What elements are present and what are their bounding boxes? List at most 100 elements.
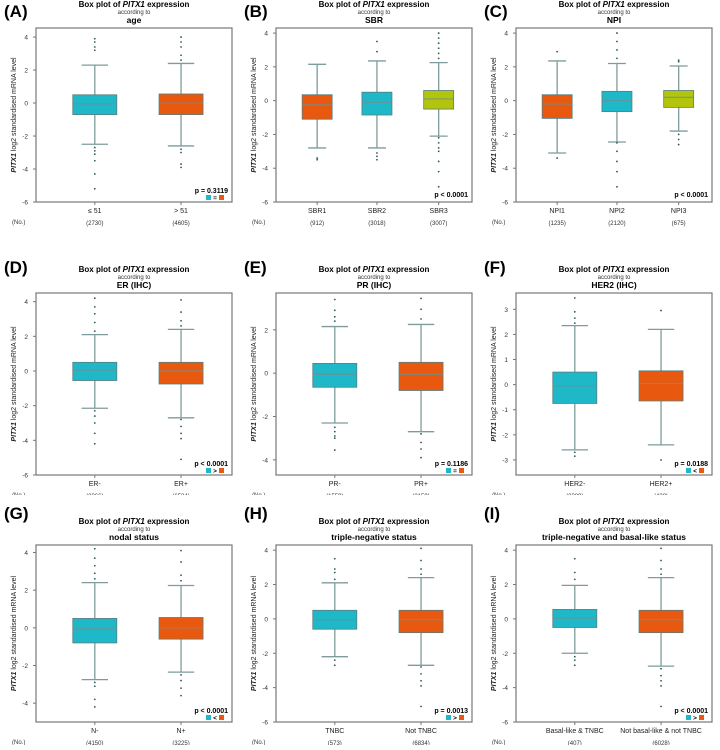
- x-tick-label: Not basal-like & not TNBC: [620, 728, 702, 735]
- outlier-point: [93, 153, 96, 156]
- panel-b: (B) Box plot of PITX1 expression according…: [240, 0, 480, 255]
- y-axis-label: PITX1 log2 standardised mRNA level: [491, 326, 498, 442]
- title-prefix: Box plot of: [559, 517, 603, 526]
- outlier-point: [180, 687, 182, 690]
- outlier-point: [420, 672, 422, 675]
- box: [312, 363, 358, 388]
- outlier-point: [573, 655, 576, 658]
- outlier-point: [93, 681, 96, 684]
- group-count: (2730): [86, 221, 103, 227]
- legend-swatch-2: [699, 715, 704, 720]
- title-according: according to: [118, 10, 151, 16]
- outlier-point: [180, 574, 182, 577]
- outlier-point: [180, 679, 182, 682]
- outlier-point: [437, 150, 440, 153]
- outlier-point: [93, 706, 96, 708]
- outlier-point: [660, 547, 662, 550]
- title-according: according to: [598, 527, 631, 533]
- outlier-point: [420, 685, 422, 687]
- y-tick-label: 2: [504, 582, 508, 589]
- legend-swatch-1: [206, 468, 211, 473]
- outlier-point: [180, 418, 182, 421]
- outlier-point: [437, 170, 440, 173]
- outlier-point: [180, 299, 182, 301]
- outlier-point: [180, 54, 182, 57]
- outlier-point: [333, 320, 336, 323]
- outlier-point: [660, 667, 662, 670]
- chart-title: Box plot of PITX1 expression: [559, 265, 670, 274]
- outlier-point: [180, 432, 182, 435]
- y-tick-label: 0: [504, 616, 508, 623]
- panel-d: (D) Box plot of PITX1 expression according…: [0, 245, 240, 500]
- group-count: (3018): [368, 221, 385, 227]
- count-label: (No.): [252, 740, 265, 745]
- outlier-point: [333, 437, 336, 440]
- outlier-point: [180, 163, 182, 165]
- y-tick-label: 2: [24, 68, 28, 75]
- panel-f: (F) Box plot of PITX1 expression according…: [480, 245, 720, 500]
- outlier-point: [180, 319, 182, 322]
- title-gene: PITX1: [363, 0, 386, 9]
- outlier-point: [93, 432, 96, 435]
- outlier-point: [376, 152, 378, 154]
- chart-title: Box plot of PITX1 expression: [319, 265, 430, 274]
- box: [158, 361, 204, 385]
- y-tick-label: -4: [262, 457, 268, 464]
- y-tick-label: 0: [24, 625, 28, 632]
- panel-g: (G) Box plot of PITX1 expression according…: [0, 495, 240, 750]
- x-tick-label: N+: [176, 728, 185, 735]
- outlier-point: [93, 297, 96, 300]
- chart-subtitle: PR (IHC): [357, 280, 392, 290]
- outlier-point: [180, 694, 182, 697]
- y-tick-label: 4: [264, 31, 268, 38]
- outlier-point: [333, 557, 336, 560]
- chart-title: Box plot of PITX1 expression: [559, 517, 670, 526]
- ylabel-suffix: log2 standardised mRNA level: [11, 575, 18, 671]
- outlier-point: [180, 579, 182, 582]
- outlier-point: [660, 679, 662, 682]
- outlier-point: [316, 157, 319, 159]
- outlier-point: [180, 46, 182, 48]
- outlier-point: [93, 49, 96, 52]
- outlier-point: [333, 298, 336, 301]
- legend-swatch-2: [459, 715, 464, 720]
- outlier-point: [180, 549, 182, 552]
- outlier-point: [616, 160, 618, 163]
- y-tick-label: 2: [504, 332, 508, 339]
- box-group: NPI1 (1235): [541, 50, 573, 227]
- title-prefix: Box plot of: [559, 0, 603, 9]
- chart-title: Box plot of PITX1 expression: [79, 265, 190, 274]
- y-tick-label: 4: [504, 31, 508, 38]
- ylabel-gene: PITX1: [491, 153, 498, 173]
- y-tick-label: 0: [24, 101, 28, 108]
- box-plot: (G) Box plot of PITX1 expressionaccording…: [4, 504, 233, 747]
- outlier-point: [660, 309, 662, 312]
- outlier-point: [420, 318, 422, 320]
- chart-subtitle: triple-negative status: [331, 532, 417, 542]
- y-tick-label: -6: [262, 720, 268, 727]
- outlier-point: [677, 60, 680, 63]
- y-tick-label: 2: [24, 588, 28, 595]
- panel-label: (I): [484, 504, 500, 523]
- plot-frame: [275, 292, 473, 476]
- outlier-point: [93, 312, 96, 315]
- p-value: p < 0.0001: [194, 461, 228, 468]
- title-gene: PITX1: [363, 517, 386, 526]
- count-label: (No.): [12, 220, 25, 226]
- y-tick-label: -4: [22, 701, 28, 708]
- y-tick-label: 2: [264, 582, 268, 589]
- box: [541, 94, 573, 119]
- outlier-point: [180, 561, 182, 563]
- outlier-point: [93, 173, 96, 175]
- box: [301, 94, 333, 120]
- outlier-point: [333, 309, 336, 312]
- box-group: ER-(2366): [72, 297, 118, 500]
- outlier-point: [180, 36, 182, 38]
- legend-swatch-1: [206, 715, 211, 720]
- outlier-point: [333, 430, 336, 433]
- x-tick-label: SBR2: [368, 208, 386, 215]
- y-tick-label: -1: [502, 407, 508, 414]
- outlier-point: [420, 679, 422, 682]
- legend-sign: >: [453, 715, 457, 722]
- outlier-point: [660, 685, 662, 687]
